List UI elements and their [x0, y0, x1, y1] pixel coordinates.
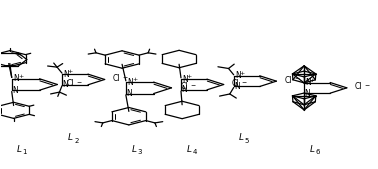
Text: N: N — [305, 89, 310, 98]
Text: L: L — [68, 133, 73, 142]
Text: Cl: Cl — [355, 82, 363, 91]
Text: −: − — [242, 79, 246, 84]
Text: −: − — [76, 79, 82, 84]
Text: 1: 1 — [22, 149, 27, 155]
Text: +: + — [239, 71, 245, 76]
Text: +: + — [68, 69, 73, 74]
Text: L: L — [239, 133, 243, 142]
Text: −: − — [294, 76, 299, 81]
Text: −: − — [191, 82, 196, 87]
Text: 5: 5 — [245, 138, 249, 144]
Text: 2: 2 — [74, 138, 79, 144]
Text: N: N — [181, 85, 187, 94]
Text: N: N — [12, 86, 18, 95]
Text: Cl: Cl — [67, 79, 74, 88]
Text: N: N — [127, 78, 133, 87]
Text: 4: 4 — [192, 149, 197, 155]
Text: N: N — [63, 70, 69, 79]
Text: L: L — [309, 144, 314, 153]
Text: 3: 3 — [138, 149, 142, 155]
Text: Cl: Cl — [181, 82, 188, 91]
Text: N: N — [127, 89, 132, 98]
Text: N: N — [235, 71, 240, 80]
Text: −: − — [122, 74, 128, 79]
Text: 6: 6 — [315, 149, 320, 155]
Text: L: L — [132, 144, 136, 153]
Text: +: + — [310, 78, 315, 83]
Text: L: L — [16, 144, 21, 153]
Text: N: N — [62, 80, 68, 89]
Text: Cl: Cl — [232, 79, 239, 88]
Text: Cl: Cl — [285, 76, 292, 85]
Text: Cl: Cl — [113, 74, 121, 83]
Text: +: + — [187, 74, 192, 79]
Text: N: N — [305, 78, 311, 87]
Text: +: + — [132, 77, 137, 82]
Text: L: L — [186, 144, 192, 153]
Text: +: + — [18, 74, 23, 79]
Text: N: N — [234, 82, 240, 91]
Text: N: N — [182, 75, 188, 84]
Text: −: − — [364, 82, 370, 87]
Text: N: N — [13, 74, 19, 83]
